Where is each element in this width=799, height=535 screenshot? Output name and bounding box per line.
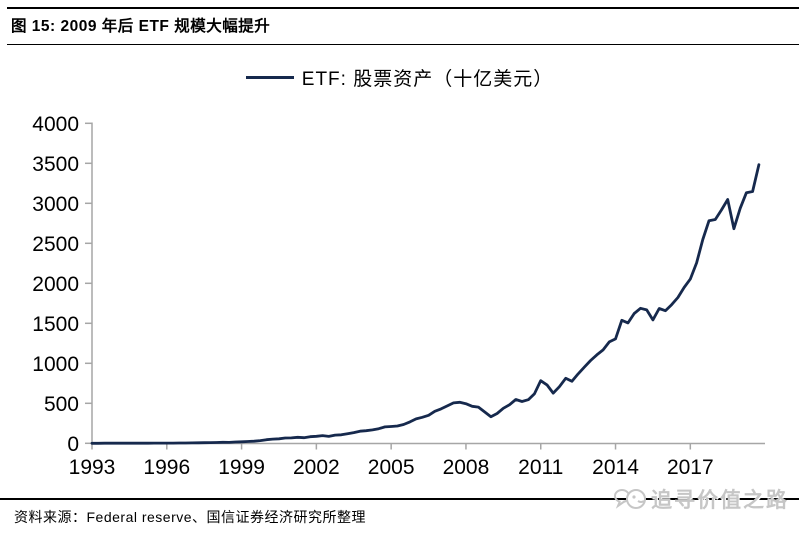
legend-line-swatch — [245, 75, 294, 79]
svg-text:1996: 1996 — [143, 456, 190, 479]
svg-text:2500: 2500 — [32, 233, 79, 256]
svg-text:2017: 2017 — [667, 456, 714, 479]
top-divider — [7, 7, 799, 9]
svg-text:1993: 1993 — [69, 456, 116, 479]
footer-divider — [0, 498, 799, 500]
figure-title: 图 15: 2009 年后 ETF 规模大幅提升 — [11, 18, 271, 35]
watermark: 追寻价值之路 — [613, 484, 789, 514]
svg-text:2005: 2005 — [368, 456, 415, 479]
svg-text:2011: 2011 — [518, 456, 563, 479]
legend-label: ETF: 股票资产（十亿美元） — [301, 68, 554, 90]
watermark-icon — [614, 489, 646, 509]
svg-text:500: 500 — [44, 393, 79, 416]
svg-text:1999: 1999 — [218, 456, 265, 479]
source-note: 资料来源：Federal reserve、国信证券经济研究所整理 — [14, 509, 367, 525]
svg-text:3000: 3000 — [32, 193, 79, 216]
watermark-text: 追寻价值之路 — [651, 489, 789, 512]
svg-text:3500: 3500 — [32, 153, 79, 176]
svg-text:0: 0 — [67, 433, 79, 456]
svg-text:2008: 2008 — [443, 456, 490, 479]
svg-text:2002: 2002 — [293, 456, 340, 479]
svg-text:1500: 1500 — [32, 313, 79, 336]
svg-text:2000: 2000 — [32, 273, 79, 296]
chart-legend: ETF: 股票资产（十亿美元） — [0, 62, 799, 92]
svg-text:2014: 2014 — [592, 456, 639, 479]
title-divider — [7, 44, 799, 45]
svg-text:4000: 4000 — [32, 113, 79, 136]
svg-text:1000: 1000 — [32, 353, 79, 376]
